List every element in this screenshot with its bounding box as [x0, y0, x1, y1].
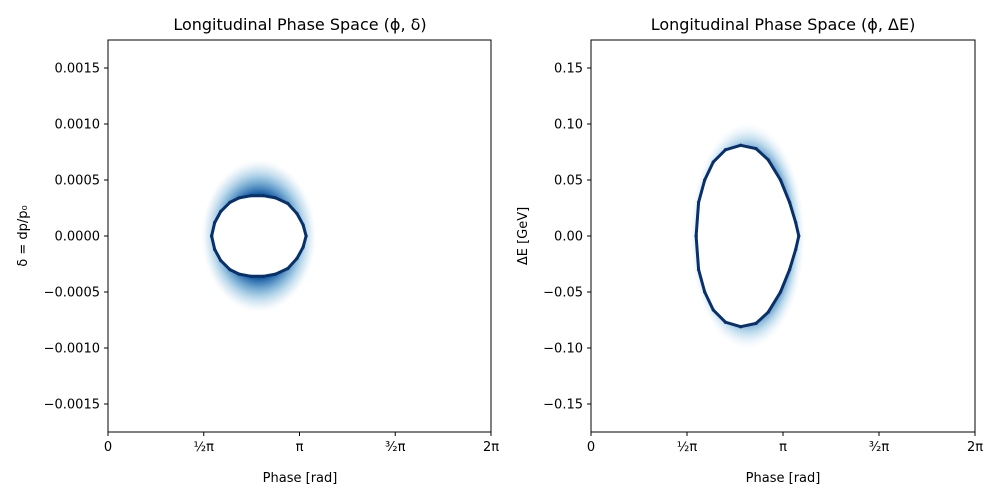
- left-data-point: [261, 194, 266, 198]
- left-data-point: [219, 259, 223, 263]
- left-data-point: [237, 272, 241, 276]
- right-data-point: [778, 290, 783, 294]
- left-y-tick-label: −0.0015: [44, 398, 100, 413]
- right-data-point: [797, 234, 801, 238]
- left-x-tick-label: ³⁄₂π: [385, 440, 406, 455]
- left-data-point: [301, 223, 305, 227]
- right-data-point: [794, 247, 798, 252]
- left-data-point: [274, 272, 278, 276]
- right-x-axis-label: Phase [rad]: [746, 471, 821, 486]
- right-data-point: [739, 143, 743, 147]
- right-data-point: [696, 200, 701, 204]
- right-data-point: [723, 320, 728, 324]
- right-data-point: [696, 268, 701, 272]
- right-y-tick-label: 0.05: [554, 174, 583, 189]
- left-y-tick-label: 0.0015: [55, 62, 101, 77]
- left-x-tick-label: ½π: [194, 440, 215, 455]
- right-data-point: [754, 321, 758, 325]
- right-data-point: [703, 290, 707, 294]
- left-x-axis-label: Phase [rad]: [263, 471, 338, 486]
- right-data-point: [754, 147, 758, 151]
- right-y-tick-label: −0.15: [543, 398, 583, 413]
- right-data-marks: [694, 143, 801, 329]
- left-y-tick-label: 0.0010: [55, 118, 101, 133]
- right-data-point: [788, 200, 792, 204]
- right-chart-title: Longitudinal Phase Space (ϕ, ΔE): [651, 15, 916, 34]
- left-chart-title: Longitudinal Phase Space (ϕ, δ): [173, 15, 426, 34]
- left-y-tick-label: −0.0005: [44, 286, 100, 301]
- right-y-tick-label: 0.15: [554, 62, 583, 77]
- left-data-point: [304, 234, 308, 238]
- left-data-point: [210, 234, 214, 238]
- right-y-tick-label: −0.10: [543, 342, 583, 357]
- right-x-tick-label: 2π: [967, 440, 983, 455]
- left-data-point: [228, 200, 232, 204]
- left-data-marks: [210, 194, 308, 278]
- left-data-point: [274, 196, 278, 200]
- right-data-point: [766, 310, 770, 314]
- right-x-tick-label: ½π: [677, 440, 698, 455]
- left-x-tick-label: 0: [104, 440, 112, 455]
- right-x-tick-label: 0: [587, 440, 595, 455]
- right-x-tick-label: π: [779, 440, 787, 455]
- left-data-point: [237, 196, 241, 200]
- left-data-point: [213, 247, 217, 252]
- right-y-tick-label: −0.05: [543, 286, 583, 301]
- right-y-tick-label: 0.00: [554, 230, 583, 245]
- left-data-point: [261, 274, 266, 278]
- left-data-point: [286, 266, 290, 271]
- left-x-tick-label: 2π: [483, 440, 499, 455]
- left-y-tick-label: 0.0000: [55, 230, 101, 245]
- left-data-point: [301, 245, 305, 249]
- left-data-point: [249, 274, 253, 278]
- left-phase-ring: [210, 194, 308, 278]
- left-y-tick-label: 0.0005: [55, 174, 101, 189]
- left-y-axis-label: δ = dp/p₀: [16, 205, 31, 266]
- right-y-ticks: 0.15 0.10 0.05 0.00 −0.05 −0.10 −0.15: [543, 62, 591, 413]
- right-data-point: [778, 178, 783, 182]
- right-data-point: [694, 234, 698, 238]
- left-data-point: [219, 209, 223, 213]
- left-y-ticks: 0.0015 0.0010 0.0005 0.0000 −0.0005 −0.0010 −0…: [44, 62, 108, 413]
- right-data-point: [711, 308, 715, 312]
- right-y-tick-label: 0.10: [554, 118, 583, 133]
- right-y-axis-label: ΔE [GeV]: [516, 207, 531, 265]
- right-plot-panel: Longitudinal Phase Space (ϕ, ΔE) 0 ½π π ³⁄₂…: [516, 15, 983, 486]
- left-x-tick-label: π: [296, 440, 304, 455]
- right-data-point: [794, 220, 798, 225]
- right-x-ticks: 0 ½π π ³⁄₂π 2π: [587, 432, 983, 455]
- left-y-tick-label: −0.0010: [44, 342, 100, 357]
- left-data-point: [228, 268, 232, 272]
- right-data-point: [711, 160, 715, 164]
- right-data-point: [723, 148, 728, 152]
- left-data-point: [249, 194, 253, 198]
- right-data-point: [766, 158, 770, 162]
- left-data-point: [213, 220, 217, 225]
- right-x-tick-label: ³⁄₂π: [869, 440, 890, 455]
- left-data-point: [295, 256, 299, 260]
- right-data-point: [788, 268, 792, 272]
- right-data-point: [739, 325, 743, 329]
- right-data-point: [703, 178, 707, 182]
- left-x-ticks: 0 ½π π ³⁄₂π 2π: [104, 432, 499, 455]
- left-plot-panel: Longitudinal Phase Space (ϕ, δ) 0 ½π π ³⁄₂π…: [16, 15, 499, 486]
- left-data-point: [286, 201, 290, 206]
- left-data-point: [295, 212, 299, 216]
